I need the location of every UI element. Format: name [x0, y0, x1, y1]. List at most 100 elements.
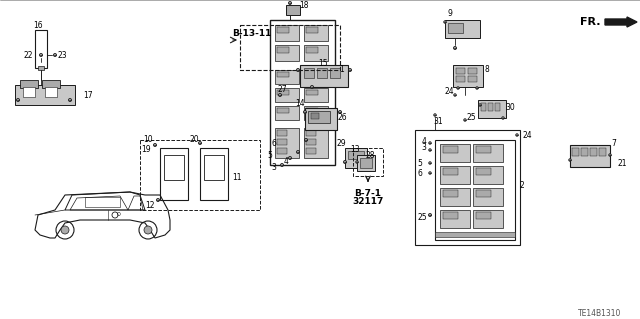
Bar — [456, 76, 465, 82]
Circle shape — [68, 99, 72, 101]
Bar — [277, 148, 287, 154]
Bar — [330, 68, 340, 78]
Bar — [476, 168, 491, 175]
Bar — [275, 70, 299, 84]
Text: 22: 22 — [23, 50, 33, 60]
Bar — [164, 155, 184, 180]
Bar — [304, 88, 328, 102]
Circle shape — [457, 87, 460, 89]
Circle shape — [40, 54, 42, 56]
Text: 4: 4 — [284, 158, 289, 167]
Text: 10: 10 — [143, 136, 152, 145]
Text: B-7-1: B-7-1 — [355, 189, 381, 197]
Bar — [448, 23, 463, 33]
Bar — [435, 140, 515, 240]
Text: 7: 7 — [612, 138, 616, 147]
Bar — [435, 232, 515, 237]
Bar — [305, 108, 337, 130]
Bar — [468, 68, 477, 74]
Bar — [306, 72, 318, 77]
Circle shape — [429, 213, 431, 217]
Circle shape — [609, 154, 611, 156]
Bar — [345, 148, 367, 168]
Circle shape — [476, 87, 478, 89]
Bar — [160, 148, 188, 200]
Text: 5: 5 — [268, 151, 273, 160]
Circle shape — [154, 144, 157, 146]
Text: 31: 31 — [433, 117, 443, 127]
Circle shape — [112, 212, 118, 218]
Circle shape — [464, 119, 467, 121]
Bar — [468, 76, 477, 82]
Bar — [275, 106, 299, 120]
Bar — [572, 148, 579, 156]
Text: 13: 13 — [350, 145, 360, 154]
Circle shape — [198, 142, 202, 145]
Bar — [348, 151, 364, 159]
Bar — [440, 166, 470, 184]
Text: 14: 14 — [295, 100, 305, 108]
Bar — [476, 146, 491, 153]
FancyArrow shape — [605, 17, 637, 27]
Bar — [304, 106, 328, 120]
Text: 17: 17 — [83, 91, 93, 100]
Bar — [488, 103, 493, 111]
Text: 28: 28 — [365, 151, 375, 160]
Text: 25: 25 — [466, 114, 476, 122]
Bar — [473, 144, 503, 162]
Bar — [45, 87, 57, 97]
Text: 19: 19 — [141, 145, 151, 153]
Text: 3: 3 — [422, 144, 426, 152]
Bar — [570, 145, 610, 167]
Text: 12: 12 — [145, 201, 155, 210]
Text: 24: 24 — [522, 130, 532, 139]
Text: 11: 11 — [232, 174, 242, 182]
Bar — [440, 210, 470, 228]
Circle shape — [479, 104, 481, 106]
Circle shape — [278, 93, 282, 97]
Text: 15: 15 — [318, 58, 328, 68]
Bar — [440, 144, 470, 162]
Text: 9: 9 — [447, 9, 452, 18]
Text: 27: 27 — [277, 85, 287, 94]
Bar — [481, 103, 486, 111]
Circle shape — [356, 161, 358, 163]
Bar — [453, 65, 483, 87]
Bar — [443, 146, 458, 153]
Circle shape — [157, 198, 159, 202]
Text: 23: 23 — [57, 50, 67, 60]
Text: 18: 18 — [300, 1, 308, 10]
Bar — [204, 155, 224, 180]
Bar — [275, 128, 299, 158]
Circle shape — [444, 21, 446, 23]
Text: 25: 25 — [417, 213, 427, 222]
Bar — [311, 113, 319, 119]
Bar — [23, 87, 35, 97]
Text: 32117: 32117 — [352, 197, 384, 206]
Bar — [443, 212, 458, 219]
Circle shape — [429, 172, 431, 174]
Circle shape — [289, 157, 291, 160]
Bar — [353, 148, 383, 176]
Text: 8: 8 — [484, 65, 490, 75]
Bar — [304, 25, 328, 41]
Bar — [277, 90, 289, 95]
Bar — [38, 66, 44, 70]
Circle shape — [434, 114, 436, 116]
Bar — [240, 25, 340, 70]
Circle shape — [349, 69, 351, 71]
Text: 26: 26 — [337, 113, 347, 122]
Bar — [478, 100, 506, 118]
Text: 6: 6 — [271, 138, 276, 147]
Bar — [581, 148, 588, 156]
Bar — [304, 70, 328, 84]
Bar — [360, 158, 372, 168]
Circle shape — [310, 85, 314, 88]
Bar — [473, 188, 503, 206]
Text: 3: 3 — [271, 164, 276, 173]
Bar — [306, 108, 318, 113]
Circle shape — [17, 99, 19, 101]
Circle shape — [296, 151, 300, 153]
Bar — [456, 68, 465, 74]
Text: 5: 5 — [417, 159, 422, 167]
